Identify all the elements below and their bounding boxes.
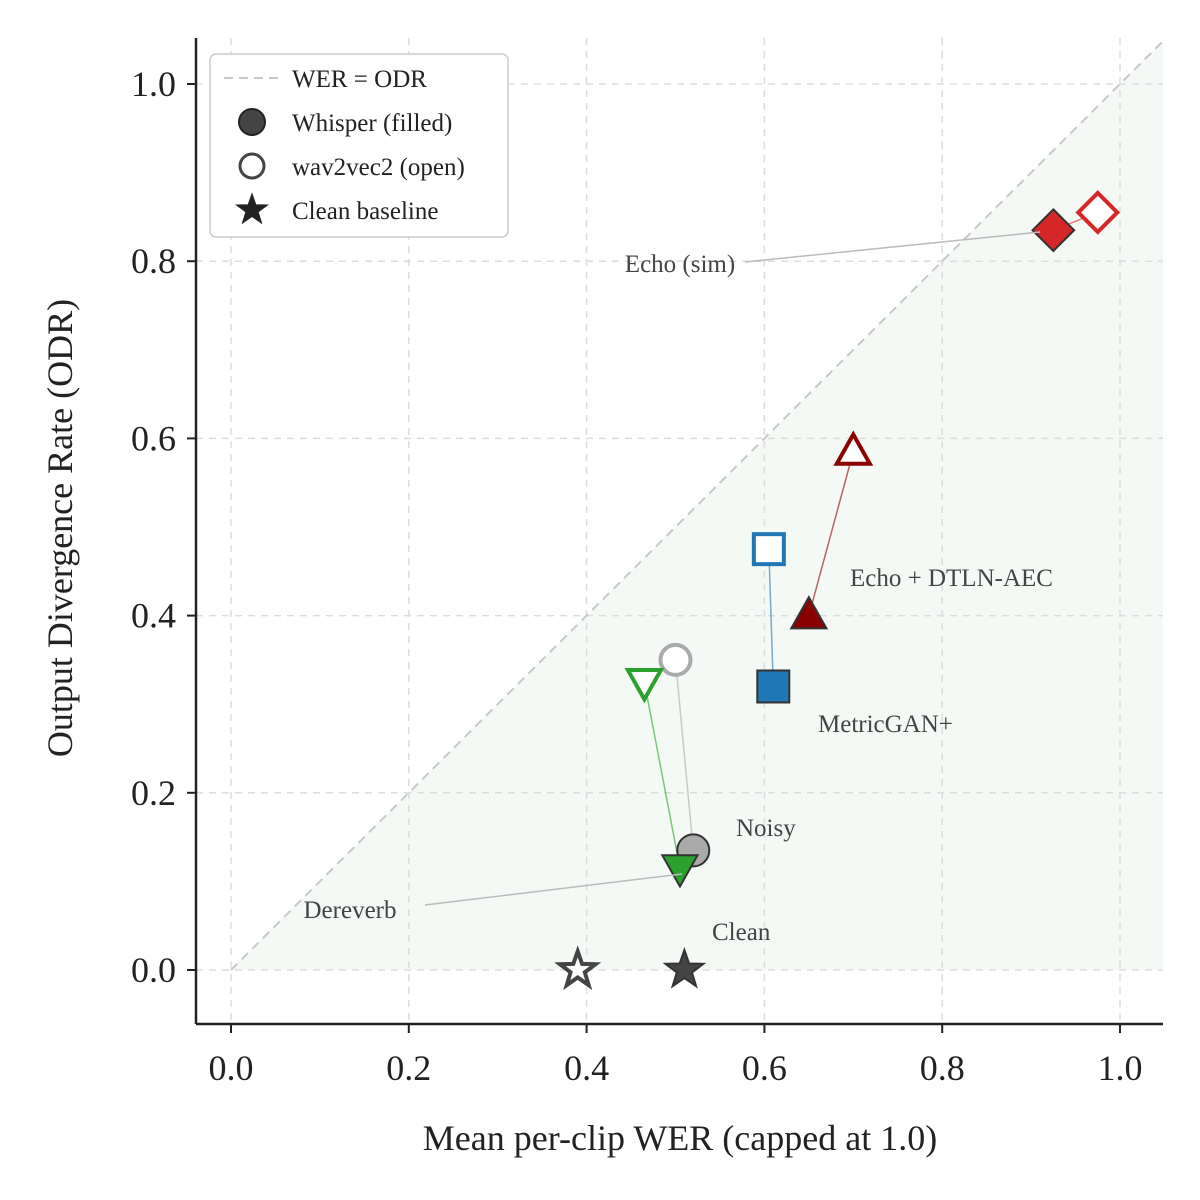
- legend-swatch-clean-baseline: [235, 192, 269, 225]
- annotation-dereverb: Dereverb: [304, 897, 397, 924]
- legend-swatch-whisper: [238, 108, 266, 136]
- marker-whisper-metricgan: [756, 669, 791, 704]
- y-tick-label-3: 0.6: [131, 418, 176, 458]
- leader-dereverb: [424, 873, 683, 906]
- marker-wav2vec2-echo-sim: [1075, 190, 1121, 235]
- y-tick-label-0: 0.0: [131, 950, 176, 990]
- legend-swatch-wav2vec2: [238, 152, 266, 180]
- x-tick-label-3: 0.6: [742, 1048, 787, 1088]
- x-tick-label-2: 0.4: [564, 1048, 609, 1088]
- marker-wav2vec2-clean: [554, 945, 602, 991]
- annotation-echo-dtln-aec: Echo + DTLN-AEC: [850, 565, 1053, 592]
- x-tick-label-5: 1.0: [1098, 1048, 1143, 1088]
- connector-noisy: [674, 659, 695, 851]
- marker-whisper-clean: [662, 946, 707, 989]
- marker-whisper-echo-dtln-aec: [789, 595, 829, 630]
- y-tick-label-4: 0.8: [131, 241, 176, 281]
- data-markers: [554, 190, 1121, 991]
- marker-whisper-echo-sim: [1031, 207, 1076, 253]
- legend-label-2: wav2vec2 (open): [292, 154, 465, 181]
- marker-wav2vec2-echo-dtln-aec: [833, 430, 874, 466]
- legend-label-1: Whisper (filled): [292, 110, 452, 137]
- connector-dereverb: [643, 681, 681, 869]
- grid: [196, 38, 1163, 1024]
- x-axis-title: Mean per-clip WER (capped at 1.0): [423, 1118, 937, 1158]
- y-axis-title: Output Divergence Rate (ODR): [40, 299, 80, 757]
- annotation-noisy: Noisy: [736, 815, 796, 842]
- leader-echo-sim: [744, 231, 1041, 263]
- marker-wav2vec2-dereverb: [624, 668, 665, 704]
- marker-wav2vec2-metricgan: [751, 532, 786, 567]
- marker-whisper-dereverb: [660, 854, 700, 889]
- legend-label-3: Clean baseline: [292, 198, 438, 225]
- connector-metricgan: [768, 549, 775, 687]
- ticks: 0.0 0.2 0.4 0.6 0.8 1.0 0.0 0.2 0.4 0.6 0.8 1.0: [131, 64, 1143, 1088]
- shaded-region: [231, 39, 1165, 970]
- marker-wav2vec2-noisy: [658, 642, 693, 677]
- below-diagonal-shading: [231, 39, 1165, 970]
- y-tick-label-1: 0.2: [131, 773, 176, 813]
- x-tick-label-4: 0.8: [920, 1048, 965, 1088]
- annotation-metricgan: MetricGAN+: [818, 711, 953, 738]
- x-tick-label-0: 0.0: [209, 1048, 254, 1088]
- connector-echo-dtln-aec: [808, 451, 855, 616]
- y-tick-label-2: 0.4: [131, 596, 176, 636]
- condition-annotations: Clean Noisy Dereverb MetricGAN+ Echo + DTLN-…: [304, 231, 1053, 946]
- annotation-clean: Clean: [712, 919, 771, 946]
- legend: WER = ODR Whisper (filled) wav2vec2 (open)…: [209, 53, 509, 238]
- pair-connectors: [643, 211, 1099, 869]
- diagonal-line: [230, 38, 1166, 971]
- x-tick-label-1: 0.2: [386, 1048, 431, 1088]
- axes: [194, 38, 1163, 1026]
- legend-box: [209, 53, 509, 238]
- y-tick-label-5: 1.0: [131, 64, 176, 104]
- legend-label-0: WER = ODR: [292, 66, 427, 93]
- diagonal-wer-equals-odr: [230, 38, 1166, 971]
- annotation-echo-sim: Echo (sim): [625, 251, 735, 278]
